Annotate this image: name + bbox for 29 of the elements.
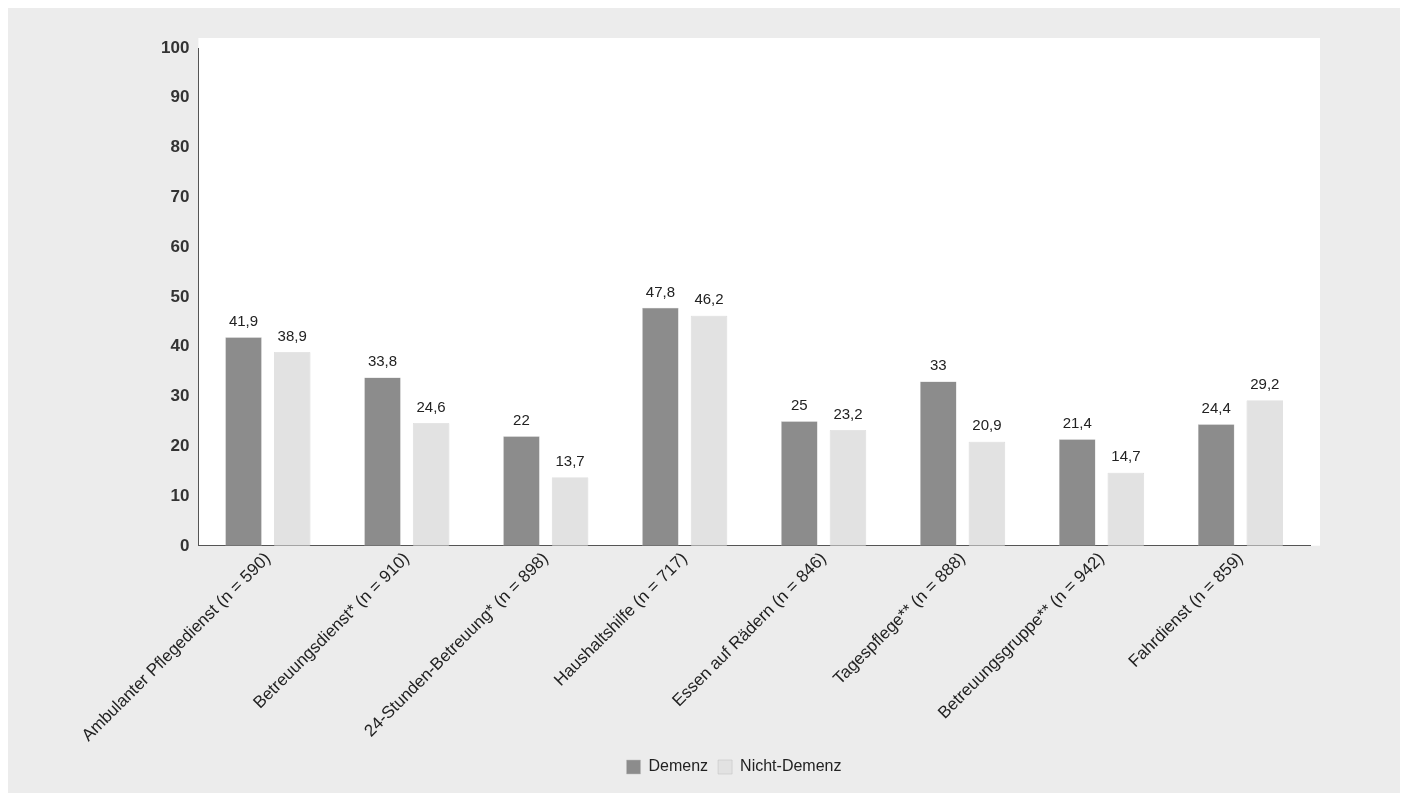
data-label: 29,2: [1250, 375, 1280, 393]
data-label: 20,9: [972, 416, 1002, 434]
y-tick-label: 60: [170, 236, 190, 256]
data-label: 33: [929, 356, 947, 374]
y-tick-label: 40: [170, 336, 190, 356]
y-tick-label: 70: [170, 187, 190, 207]
legend-label: Nicht-Demenz: [740, 757, 842, 775]
y-tick-label: 20: [170, 435, 190, 455]
data-label: 24,4: [1201, 398, 1231, 416]
data-label: 25: [791, 396, 808, 413]
data-label: 33,8: [367, 352, 398, 370]
y-tick-label: 30: [170, 386, 190, 406]
data-label: 46,2: [694, 290, 724, 308]
data-label: 22: [513, 410, 530, 428]
y-tick-label: 0: [179, 535, 190, 555]
data-label: 13,7: [555, 452, 585, 470]
data-label: 41,9: [228, 311, 259, 329]
data-label: 47,8: [645, 282, 675, 300]
y-tick-label: 10: [170, 485, 190, 505]
y-tick-label: 100: [160, 37, 190, 57]
y-tick-label: 50: [170, 286, 190, 306]
y-tick-label: 80: [170, 137, 190, 157]
data-label: 24,6: [416, 397, 446, 415]
y-tick-label: 90: [170, 87, 190, 107]
data-label: 38,9: [277, 326, 307, 344]
legend-label: Demenz: [648, 757, 709, 775]
data-label: 23,2: [833, 404, 863, 422]
data-label: 14,7: [1111, 447, 1141, 465]
data-label: 21,4: [1062, 413, 1092, 431]
